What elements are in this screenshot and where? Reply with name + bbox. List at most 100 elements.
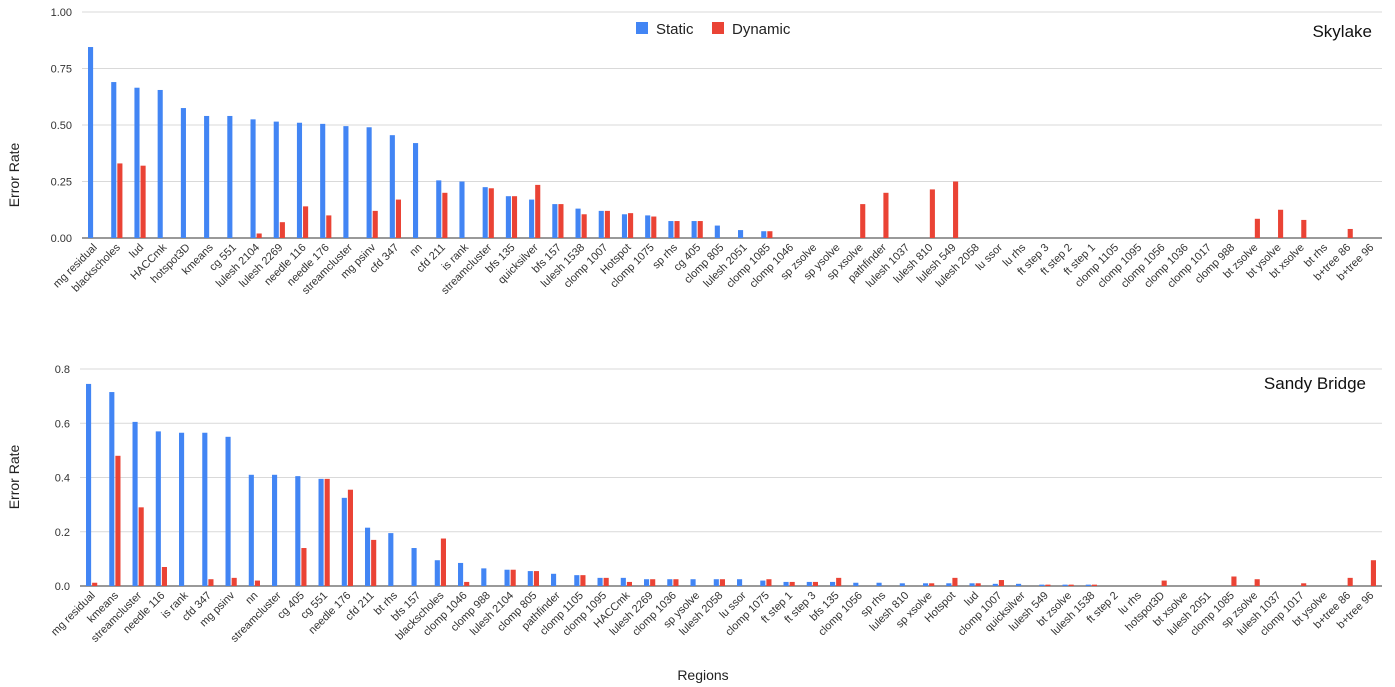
skylake-y-tick-label: 0.00 bbox=[51, 233, 72, 245]
sandy-bridge-x-tick-label: nn bbox=[243, 590, 260, 607]
sandy-bridge-bar-static bbox=[458, 562, 464, 586]
sandy-bridge-bar-dynamic bbox=[464, 581, 470, 586]
legend-static-label: Static bbox=[656, 21, 694, 38]
sandy-bridge-bar-dynamic bbox=[812, 581, 818, 586]
skylake-bar-dynamic bbox=[883, 192, 889, 238]
skylake-bar-static bbox=[761, 231, 767, 238]
sandy-bridge-chart: 0.00.20.40.60.8mg residualkmeansstreamcl… bbox=[49, 364, 1382, 645]
sandy-bridge-bar-dynamic bbox=[324, 478, 330, 586]
skylake-bar-dynamic bbox=[442, 192, 448, 238]
skylake-x-tick-label: lu ssor bbox=[974, 241, 1006, 273]
skylake-bar-dynamic bbox=[395, 199, 401, 238]
sandy-bridge-bar-static bbox=[806, 581, 812, 586]
sandy-bridge-bar-dynamic bbox=[161, 567, 167, 586]
sandy-bridge-bar-static bbox=[388, 533, 394, 586]
sandy-bridge-bar-dynamic bbox=[929, 583, 935, 586]
skylake-bar-dynamic bbox=[697, 221, 703, 238]
sandy-bridge-bar-static bbox=[1062, 584, 1068, 586]
skylake-bar-dynamic bbox=[1301, 219, 1307, 238]
skylake-bar-static bbox=[459, 181, 465, 238]
skylake-bar-dynamic bbox=[140, 165, 146, 238]
sandy-bridge-y-tick-label: 0.4 bbox=[55, 473, 70, 485]
sandy-bridge-bar-dynamic bbox=[208, 579, 214, 586]
sandy-bridge-bar-dynamic bbox=[719, 579, 725, 586]
skylake-bar-static bbox=[621, 214, 628, 238]
skylake-x-tick-label: nn bbox=[408, 242, 425, 259]
skylake-bar-static bbox=[598, 210, 604, 238]
sandy-bridge-bar-dynamic bbox=[92, 582, 98, 586]
skylake-bar-dynamic bbox=[1254, 218, 1260, 238]
skylake-bar-static bbox=[691, 221, 697, 238]
sandy-bridge-bar-static bbox=[248, 474, 254, 586]
sandy-bridge-bar-static bbox=[946, 583, 952, 586]
sandy-bridge-bar-dynamic bbox=[975, 583, 981, 586]
sandy-bridge-bar-static bbox=[272, 474, 278, 586]
legend: Static Dynamic bbox=[636, 21, 791, 38]
skylake-bar-dynamic bbox=[604, 210, 610, 238]
sandy-bridge-bar-dynamic bbox=[138, 507, 144, 586]
skylake-bar-static bbox=[250, 119, 256, 238]
skylake-bar-dynamic bbox=[581, 214, 587, 238]
skylake-bar-dynamic bbox=[674, 221, 680, 238]
sandy-bridge-bar-static bbox=[597, 577, 603, 586]
skylake-y-tick-label: 0.50 bbox=[51, 120, 72, 132]
sandy-bridge-bar-static bbox=[155, 431, 161, 586]
sandy-bridge-bar-static bbox=[1039, 584, 1045, 586]
skylake-bar-static bbox=[714, 225, 720, 238]
legend-static-swatch bbox=[636, 22, 648, 34]
sandy-bridge-bar-static bbox=[341, 497, 347, 586]
skylake-bar-dynamic bbox=[279, 222, 285, 238]
skylake-bar-dynamic bbox=[929, 189, 935, 238]
sandy-bridge-bar-dynamic bbox=[580, 575, 586, 586]
sandy-bridge-bar-static bbox=[713, 579, 719, 586]
sandy-bridge-bar-static bbox=[830, 581, 836, 586]
sandy-bridge-bar-static bbox=[527, 571, 533, 586]
sandy-bridge-bar-dynamic bbox=[254, 580, 260, 586]
skylake-y-axis-title: Error Rate bbox=[6, 143, 22, 208]
sandy-bridge-bar-dynamic bbox=[1045, 584, 1051, 586]
skylake-y-tick-label: 0.25 bbox=[51, 177, 72, 189]
skylake-bar-static bbox=[273, 121, 279, 238]
sandy-bridge-bar-dynamic bbox=[998, 580, 1004, 586]
sandy-bridge-bar-static bbox=[504, 569, 510, 586]
skylake-bar-dynamic bbox=[767, 231, 773, 238]
sandy-bridge-bar-static bbox=[574, 575, 580, 586]
sandy-bridge-bar-static bbox=[551, 573, 557, 586]
sandy-bridge-bar-static bbox=[434, 560, 440, 586]
skylake-bar-dynamic bbox=[488, 188, 494, 238]
sandy-bridge-bar-static bbox=[1016, 583, 1022, 586]
sandy-bridge-bar-static bbox=[109, 392, 115, 586]
skylake-bar-dynamic bbox=[1278, 209, 1284, 238]
skylake-bar-dynamic bbox=[860, 204, 866, 238]
sandy-bridge-bar-dynamic bbox=[1161, 580, 1167, 586]
sandy-bridge-chart-title: Sandy Bridge bbox=[1264, 374, 1366, 393]
sandy-bridge-bar-dynamic bbox=[510, 569, 516, 586]
sandy-bridge-bar-dynamic bbox=[766, 579, 772, 586]
sandy-bridge-bar-dynamic bbox=[1068, 584, 1074, 586]
sandy-bridge-bar-static bbox=[760, 580, 766, 586]
sandy-bridge-bar-static bbox=[132, 421, 138, 586]
sandy-bridge-bar-static bbox=[1085, 584, 1091, 586]
skylake-bar-dynamic bbox=[372, 210, 378, 238]
skylake-bar-dynamic bbox=[303, 206, 309, 238]
skylake-bar-dynamic bbox=[558, 204, 564, 238]
sandy-bridge-bar-dynamic bbox=[1301, 583, 1307, 586]
skylake-bar-static bbox=[482, 187, 488, 238]
sandy-bridge-bar-static bbox=[365, 527, 371, 586]
skylake-x-tick-label: lud bbox=[127, 242, 146, 261]
sandy-bridge-bar-static bbox=[318, 478, 324, 586]
skylake-bar-static bbox=[320, 123, 326, 238]
skylake-y-tick-label: 1.00 bbox=[51, 7, 72, 19]
skylake-bar-static bbox=[505, 196, 511, 238]
skylake-bar-static bbox=[366, 127, 372, 238]
sandy-bridge-bar-static bbox=[969, 583, 975, 586]
skylake-bar-static bbox=[134, 87, 140, 239]
sandy-bridge-bar-static bbox=[899, 583, 905, 586]
sandy-bridge-bar-dynamic bbox=[1347, 577, 1353, 586]
sandy-bridge-bar-dynamic bbox=[603, 577, 609, 586]
sandy-bridge-bar-dynamic bbox=[650, 579, 656, 586]
skylake-bar-static bbox=[668, 221, 674, 238]
skylake-bar-dynamic bbox=[326, 215, 332, 238]
